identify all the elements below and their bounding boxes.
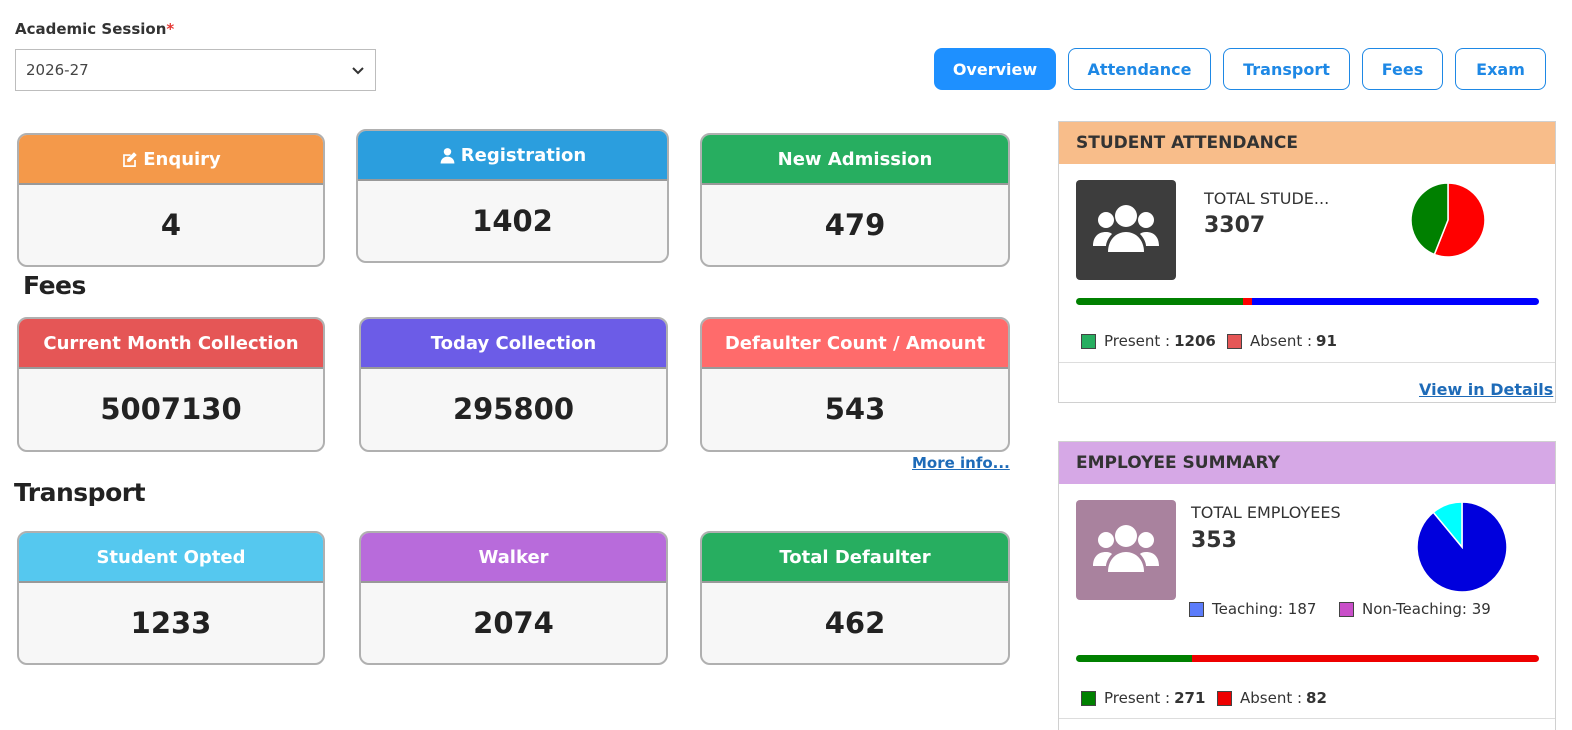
registration-value: 1402 (472, 204, 553, 238)
employee-summary-panel: EMPLOYEE SUMMARY TOTAL EMPLOYEES 353 Tea… (1058, 441, 1556, 730)
academic-session-label: Academic Session* (15, 20, 175, 38)
total-defaulter-value: 462 (824, 606, 886, 640)
current-month-collection-header: Current Month Collection (19, 319, 323, 369)
current-month-collection-value: 5007130 (100, 392, 242, 426)
student-attendance-bar (1076, 298, 1539, 305)
session-value: 2026-27 (26, 61, 89, 79)
new-admission-value: 479 (824, 208, 886, 242)
more-info-link[interactable]: More info... (912, 454, 1010, 472)
total-employees-value: 353 (1191, 528, 1237, 553)
enquiry-card-header: Enquiry (19, 135, 323, 185)
view-in-details-link[interactable]: View in Details (1419, 380, 1554, 399)
bar-segment (1076, 655, 1192, 662)
users-icon (1093, 205, 1159, 252)
defaulter-header: Defaulter Count / Amount (702, 319, 1008, 369)
legend-absent: Absent : 91 (1227, 332, 1337, 350)
employee-present-count: 271 (1174, 689, 1206, 707)
absent-swatch (1227, 333, 1242, 349)
today-collection-header: Today Collection (361, 319, 666, 369)
employees-icon-box (1076, 500, 1176, 600)
student-opted-value: 1233 (130, 606, 212, 640)
required-mark: * (166, 20, 175, 38)
total-employees-label: TOTAL EMPLOYEES (1191, 503, 1341, 522)
panel-divider (1059, 718, 1555, 719)
bar-segment (1251, 298, 1539, 305)
tab-fees[interactable]: Fees (1362, 48, 1443, 90)
legend-employee-absent: Absent : 82 (1217, 689, 1327, 707)
pie-slice-non-teaching (1432, 501, 1463, 550)
tab-attendance[interactable]: Attendance (1068, 48, 1211, 90)
fees-heading: Fees (23, 271, 86, 300)
legend-employee-present: Present : 271 (1081, 689, 1205, 707)
today-collection-value: 295800 (452, 392, 575, 426)
academic-session-select[interactable]: 2026-27 (15, 49, 376, 91)
chevron-down-icon (352, 67, 364, 75)
registration-card[interactable]: Registration 1402 (356, 129, 669, 263)
student-attendance-panel: STUDENT ATTENDANCE TOTAL STUDE... 3307 P… (1058, 121, 1556, 403)
new-admission-card-header: New Admission (702, 135, 1008, 185)
present-count: 1206 (1174, 332, 1216, 350)
present-swatch (1081, 333, 1096, 349)
employee-type-pie-chart (1416, 501, 1508, 593)
tab-transport[interactable]: Transport (1223, 48, 1350, 90)
student-opted-card[interactable]: Student Opted 1233 (17, 531, 325, 665)
defaulter-card[interactable]: Defaulter Count / Amount 543 (700, 317, 1010, 452)
total-students-label: TOTAL STUDE... (1204, 189, 1330, 208)
legend-present: Present : 1206 (1081, 332, 1216, 350)
total-defaulter-header: Total Defaulter (702, 533, 1008, 583)
total-defaulter-card[interactable]: Total Defaulter 462 (700, 531, 1010, 665)
bar-segment (1076, 298, 1243, 305)
dashboard-tabs: Overview Attendance Transport Fees Exam (934, 48, 1546, 90)
transport-heading: Transport (14, 478, 146, 507)
tab-exam[interactable]: Exam (1455, 48, 1546, 90)
absent-count: 91 (1316, 332, 1337, 350)
pie-slice-present (1410, 182, 1449, 256)
enquiry-value: 4 (160, 208, 182, 242)
tab-overview[interactable]: Overview (934, 48, 1056, 90)
student-attendance-header: STUDENT ATTENDANCE (1059, 122, 1555, 164)
employee-attendance-bar (1076, 655, 1539, 662)
pie-slice-absent (1433, 182, 1486, 258)
current-month-collection-card[interactable]: Current Month Collection 5007130 (17, 317, 325, 452)
panel-divider (1059, 362, 1555, 363)
bar-segment (1191, 655, 1539, 662)
student-attendance-pie-chart (1410, 182, 1486, 258)
employee-present-swatch (1081, 690, 1096, 706)
defaulter-value: 543 (824, 392, 886, 426)
bar-segment (1242, 298, 1252, 305)
legend-teaching: Teaching: 187 (1189, 600, 1316, 618)
today-collection-card[interactable]: Today Collection 295800 (359, 317, 668, 452)
walker-header: Walker (361, 533, 666, 583)
total-students-value: 3307 (1204, 213, 1266, 238)
walker-card[interactable]: Walker 2074 (359, 531, 668, 665)
edit-icon (123, 151, 137, 167)
student-opted-header: Student Opted (19, 533, 323, 583)
new-admission-card[interactable]: New Admission 479 (700, 133, 1010, 267)
user-icon (440, 147, 455, 163)
students-icon-box (1076, 180, 1176, 280)
teaching-swatch (1189, 601, 1204, 617)
registration-card-header: Registration (358, 131, 667, 181)
employee-absent-count: 82 (1306, 689, 1327, 707)
enquiry-card[interactable]: Enquiry 4 (17, 133, 325, 267)
legend-non-teaching: Non-Teaching: 39 (1339, 600, 1491, 618)
users-icon (1093, 525, 1159, 572)
walker-value: 2074 (473, 606, 554, 640)
employee-summary-header: EMPLOYEE SUMMARY (1059, 442, 1555, 484)
employee-absent-swatch (1217, 690, 1232, 706)
non-teaching-swatch (1339, 601, 1354, 617)
